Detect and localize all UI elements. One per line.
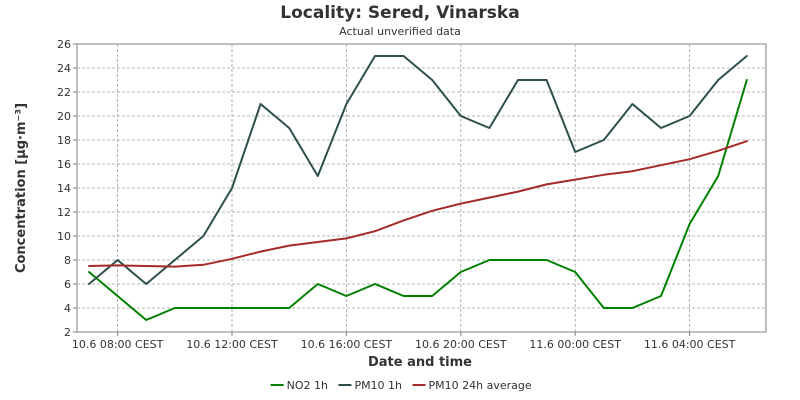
y-tick-label: 22 [57, 86, 71, 99]
chart-title: Locality: Sered, Vinarska [280, 3, 519, 23]
x-tick-label: 11.6 00:00 CEST [529, 338, 621, 351]
y-tick-label: 8 [64, 254, 71, 267]
y-tick-label: 6 [64, 278, 71, 291]
x-tick-label: 10.6 12:00 CEST [186, 338, 278, 351]
legend: NO2 1h PM10 1h PM10 24h average [270, 379, 532, 392]
y-tick-label: 4 [64, 302, 71, 315]
y-axis-title: Concentration [µg·m⁻³] [14, 103, 29, 273]
x-tick-label: 10.6 20:00 CEST [415, 338, 507, 351]
y-tick-label: 16 [57, 158, 71, 171]
y-tick-label: 14 [57, 182, 71, 195]
x-tick-label: 10.6 16:00 CEST [301, 338, 393, 351]
x-tick-label: 11.6 04:00 CEST [644, 338, 736, 351]
series-line-no2-1h [88, 79, 748, 321]
y-tick-label: 20 [57, 110, 71, 123]
legend-label-pm10-1h: PM10 1h [354, 379, 402, 392]
series-line-pm10-1h [88, 55, 748, 285]
y-tick-label: 2 [64, 326, 71, 339]
y-tick-label: 12 [57, 206, 71, 219]
y-tick-label: 24 [57, 62, 71, 75]
x-tick-label: 10.6 08:00 CEST [72, 338, 164, 351]
plot-area [76, 43, 767, 333]
grid-lines [77, 44, 766, 332]
legend-label-no2-1h: NO2 1h [287, 379, 328, 392]
x-axis-title: Date and time [368, 355, 472, 370]
y-tick-label: 26 [57, 38, 71, 51]
legend-label-pm10-24h-average: PM10 24h average [429, 379, 532, 392]
y-tick-label: 10 [57, 230, 71, 243]
y-tick-label: 18 [57, 134, 71, 147]
series-lines [88, 55, 748, 321]
series-line-pm10-24h-average [88, 140, 748, 268]
chart-subtitle: Actual unverified data [339, 25, 461, 38]
